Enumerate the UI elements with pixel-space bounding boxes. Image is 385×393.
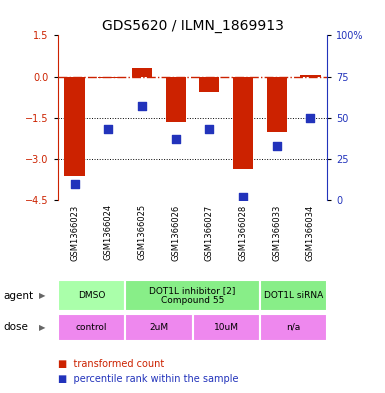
Text: GSM1366034: GSM1366034: [306, 204, 315, 261]
Point: [274, 143, 280, 149]
Text: dose: dose: [4, 322, 29, 332]
Point: [206, 126, 213, 132]
Text: ■  percentile rank within the sample: ■ percentile rank within the sample: [58, 374, 238, 384]
Bar: [125, 280, 260, 311]
Bar: [260, 280, 327, 311]
Text: GSM1366023: GSM1366023: [70, 204, 79, 261]
Bar: [132, 68, 152, 77]
Text: ▶: ▶: [38, 323, 45, 332]
Bar: [233, 77, 253, 169]
Text: DOT1L inhibitor [2]
Compound 55: DOT1L inhibitor [2] Compound 55: [149, 286, 236, 305]
Text: 2uM: 2uM: [149, 323, 168, 332]
Point: [105, 126, 111, 132]
Text: GSM1366025: GSM1366025: [137, 204, 146, 261]
Text: GSM1366033: GSM1366033: [272, 204, 281, 261]
Bar: [58, 280, 125, 311]
Point: [240, 194, 246, 200]
Bar: [166, 77, 186, 122]
Point: [72, 181, 78, 187]
Text: agent: agent: [4, 291, 34, 301]
Bar: [266, 77, 287, 132]
Title: GDS5620 / ILMN_1869913: GDS5620 / ILMN_1869913: [102, 19, 283, 33]
Point: [139, 103, 145, 110]
Text: ▶: ▶: [38, 291, 45, 300]
Bar: [98, 77, 119, 78]
Bar: [199, 77, 219, 92]
Text: DOT1L siRNA: DOT1L siRNA: [264, 291, 323, 300]
Text: GSM1366026: GSM1366026: [171, 204, 180, 261]
Bar: [64, 77, 85, 176]
Text: GSM1366028: GSM1366028: [239, 204, 248, 261]
Point: [172, 136, 179, 143]
Text: n/a: n/a: [286, 323, 301, 332]
Bar: [260, 314, 327, 341]
Text: GSM1366024: GSM1366024: [104, 204, 113, 261]
Bar: [125, 314, 192, 341]
Text: control: control: [76, 323, 107, 332]
Bar: [192, 314, 260, 341]
Text: DMSO: DMSO: [78, 291, 105, 300]
Bar: [58, 314, 125, 341]
Text: GSM1366027: GSM1366027: [205, 204, 214, 261]
Text: 10uM: 10uM: [214, 323, 239, 332]
Point: [307, 115, 313, 121]
Text: ■  transformed count: ■ transformed count: [58, 358, 164, 369]
Bar: [300, 75, 320, 77]
